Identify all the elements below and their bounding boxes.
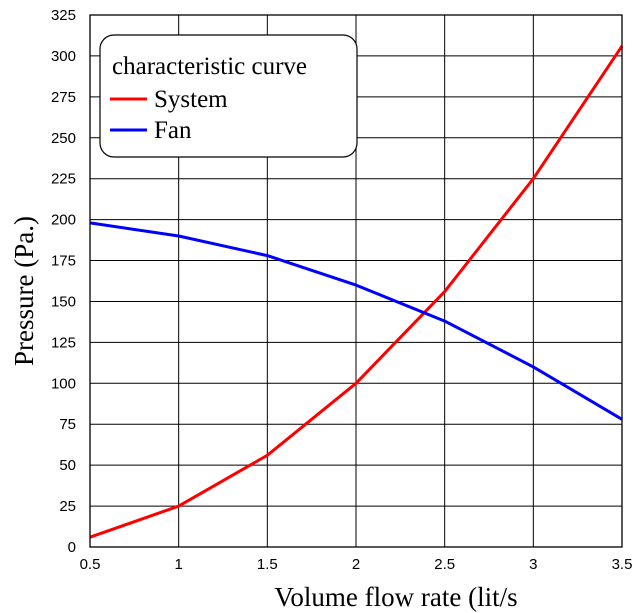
x-axis-label: Volume flow rate (lit/s	[274, 582, 517, 612]
y-tick-label: 250	[51, 130, 76, 147]
x-tick-label: 1.5	[257, 556, 278, 573]
legend-label-fan: Fan	[154, 117, 192, 144]
y-tick-label: 0	[68, 539, 76, 556]
x-tick-label: 0.5	[80, 556, 101, 573]
series-lines	[89, 45, 624, 539]
y-tick-label: 300	[51, 48, 76, 65]
series-line-system	[89, 45, 624, 539]
y-tick-label: 50	[59, 457, 76, 474]
y-tick-label: 225	[51, 171, 76, 188]
y-tick-label: 275	[51, 89, 76, 106]
y-tick-label: 150	[51, 293, 76, 310]
x-tick-label: 1	[174, 556, 182, 573]
plot-frame	[89, 14, 623, 548]
x-tick-labels: 0.5 1 1.5 2 2.5 3 3.5	[80, 556, 633, 573]
y-tick-label: 175	[51, 253, 76, 270]
legend-title: characteristic curve	[112, 53, 307, 80]
legend-entries: System Fan	[110, 86, 228, 144]
legend-label-system: System	[154, 86, 228, 113]
legend-box	[99, 34, 358, 158]
x-tick-label: 2	[352, 556, 360, 573]
x-tick-label: 2.5	[434, 556, 455, 573]
y-tick-label: 200	[51, 212, 76, 229]
y-tick-label: 100	[51, 375, 76, 392]
y-tick-label: 125	[51, 334, 76, 351]
series-line-fan	[89, 221, 623, 421]
y-tick-labels: 0 25 50 75 100 125 150 175 200 225 250 275 300 325	[51, 7, 76, 556]
y-tick-label: 25	[59, 498, 76, 515]
y-tick-label: 325	[51, 7, 76, 24]
x-tick-label: 3.5	[612, 556, 633, 573]
y-axis-label: Pressure (Pa.)	[9, 216, 39, 366]
legend: characteristic curve System Fan	[99, 34, 358, 158]
x-tick-label: 3	[529, 556, 537, 573]
y-tick-label: 75	[59, 416, 76, 433]
